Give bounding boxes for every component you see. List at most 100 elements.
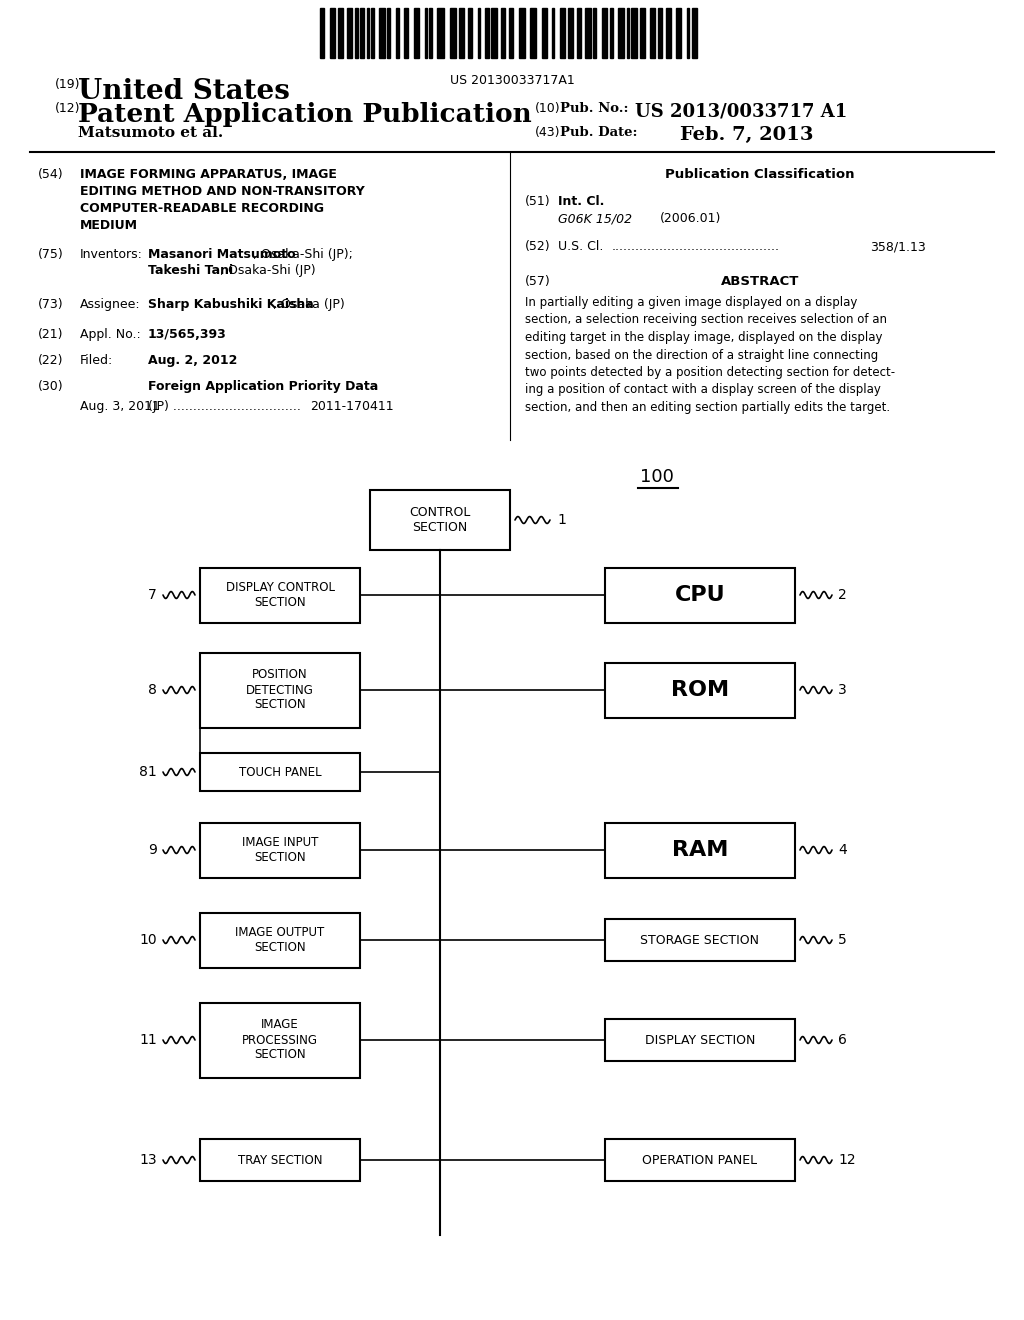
Text: DISPLAY CONTROL
SECTION: DISPLAY CONTROL SECTION: [225, 581, 335, 609]
Bar: [628, 8, 630, 58]
Bar: [450, 8, 456, 58]
Bar: [605, 822, 795, 878]
Bar: [658, 8, 662, 58]
Text: Foreign Application Priority Data: Foreign Application Priority Data: [148, 380, 378, 393]
Text: 2: 2: [838, 587, 847, 602]
Bar: [578, 8, 581, 58]
Text: (JP) ................................: (JP) ................................: [148, 400, 301, 413]
Text: Inventors:: Inventors:: [80, 248, 143, 261]
Bar: [605, 1019, 795, 1061]
Bar: [338, 8, 343, 58]
Text: (2006.01): (2006.01): [660, 213, 721, 224]
Text: IMAGE FORMING APPARATUS, IMAGE
EDITING METHOD AND NON-TRANSITORY
COMPUTER-READAB: IMAGE FORMING APPARATUS, IMAGE EDITING M…: [80, 168, 365, 232]
Text: (19): (19): [55, 78, 81, 91]
Text: 12: 12: [838, 1152, 856, 1167]
Bar: [200, 913, 360, 968]
Bar: [605, 1139, 795, 1181]
Bar: [200, 1139, 360, 1181]
Bar: [200, 1003, 360, 1078]
Bar: [485, 8, 489, 58]
Bar: [478, 8, 480, 58]
Text: IMAGE
PROCESSING
SECTION: IMAGE PROCESSING SECTION: [242, 1019, 318, 1061]
Text: Matsumoto et al.: Matsumoto et al.: [78, 125, 223, 140]
Text: (52): (52): [525, 240, 551, 253]
Bar: [666, 8, 671, 58]
Text: Aug. 3, 2011: Aug. 3, 2011: [80, 400, 160, 413]
Text: U.S. Cl.: U.S. Cl.: [558, 240, 603, 253]
Text: Aug. 2, 2012: Aug. 2, 2012: [148, 354, 238, 367]
Text: Sharp Kabushiki Kaisha: Sharp Kabushiki Kaisha: [148, 298, 313, 312]
Text: G06K 15/02: G06K 15/02: [558, 213, 632, 224]
Text: (57): (57): [525, 275, 551, 288]
Text: (75): (75): [38, 248, 63, 261]
Text: TRAY SECTION: TRAY SECTION: [238, 1154, 323, 1167]
Bar: [415, 8, 419, 58]
Bar: [519, 8, 524, 58]
Text: (22): (22): [38, 354, 63, 367]
Text: 13/565,393: 13/565,393: [148, 327, 226, 341]
Text: IMAGE OUTPUT
SECTION: IMAGE OUTPUT SECTION: [236, 927, 325, 954]
Text: (73): (73): [38, 298, 63, 312]
Bar: [529, 8, 536, 58]
Bar: [593, 8, 596, 58]
Text: 100: 100: [640, 469, 674, 486]
Text: 13: 13: [139, 1152, 157, 1167]
Text: CPU: CPU: [675, 585, 725, 605]
Text: US 20130033717A1: US 20130033717A1: [450, 74, 574, 87]
Bar: [459, 8, 464, 58]
Text: ..........................................: ........................................…: [612, 240, 780, 253]
Text: 81: 81: [139, 766, 157, 779]
Text: Takeshi Tani: Takeshi Tani: [148, 264, 233, 277]
Bar: [602, 8, 606, 58]
Text: , Osaka-Shi (JP);: , Osaka-Shi (JP);: [253, 248, 353, 261]
Bar: [640, 8, 645, 58]
Text: 1: 1: [557, 513, 566, 527]
Text: Int. Cl.: Int. Cl.: [558, 195, 604, 209]
Bar: [404, 8, 409, 58]
Text: Patent Application Publication: Patent Application Publication: [78, 102, 531, 127]
Bar: [609, 8, 612, 58]
Text: (51): (51): [525, 195, 551, 209]
Bar: [605, 568, 795, 623]
Bar: [360, 8, 364, 58]
Text: OPERATION PANEL: OPERATION PANEL: [642, 1154, 758, 1167]
Text: CONTROL
SECTION: CONTROL SECTION: [410, 506, 471, 535]
Text: 3: 3: [838, 682, 847, 697]
Bar: [437, 8, 443, 58]
Text: Assignee:: Assignee:: [80, 298, 140, 312]
Text: 4: 4: [838, 843, 847, 857]
Bar: [396, 8, 399, 58]
Text: Masanori Matsumoto: Masanori Matsumoto: [148, 248, 296, 261]
Text: Publication Classification: Publication Classification: [666, 168, 855, 181]
Bar: [501, 8, 505, 58]
Text: 7: 7: [148, 587, 157, 602]
Text: 5: 5: [838, 933, 847, 946]
Bar: [379, 8, 385, 58]
Bar: [560, 8, 565, 58]
Bar: [370, 490, 510, 550]
Bar: [468, 8, 472, 58]
Text: 10: 10: [139, 933, 157, 946]
Bar: [605, 663, 795, 718]
Bar: [552, 8, 554, 58]
Text: , Osaka-Shi (JP): , Osaka-Shi (JP): [220, 264, 315, 277]
Bar: [686, 8, 688, 58]
Text: Feb. 7, 2013: Feb. 7, 2013: [680, 125, 813, 144]
Bar: [200, 752, 360, 791]
Text: 2011-170411: 2011-170411: [310, 400, 393, 413]
Bar: [387, 8, 389, 58]
Text: (43): (43): [535, 125, 560, 139]
Text: ROM: ROM: [671, 680, 729, 700]
Text: In partially editing a given image displayed on a display
section, a selection r: In partially editing a given image displ…: [525, 296, 895, 414]
Text: 8: 8: [148, 682, 157, 697]
Bar: [617, 8, 625, 58]
Bar: [585, 8, 591, 58]
Bar: [200, 653, 360, 729]
Bar: [509, 8, 513, 58]
Bar: [355, 8, 358, 58]
Text: 11: 11: [139, 1034, 157, 1047]
Text: 358/1.13: 358/1.13: [870, 240, 926, 253]
Bar: [605, 919, 795, 961]
Bar: [492, 8, 497, 58]
Text: 9: 9: [148, 843, 157, 857]
